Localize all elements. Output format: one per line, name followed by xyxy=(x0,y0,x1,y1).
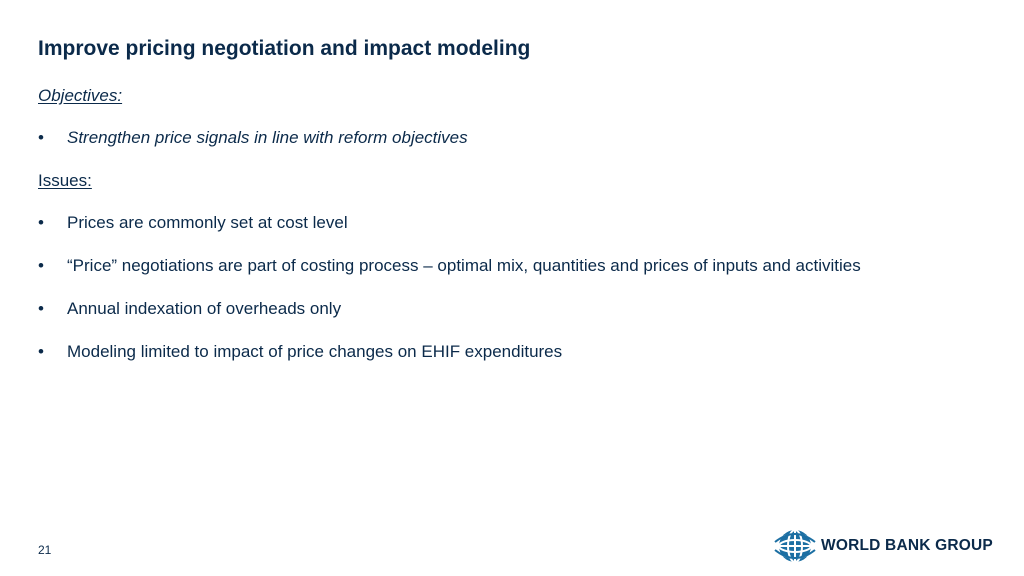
objectives-label: Objectives: xyxy=(38,86,123,105)
world-bank-logo: WORLD BANK GROUP xyxy=(774,528,993,564)
bullet-icon: • xyxy=(38,256,44,275)
issue-item: • “Price” negotiations are part of costi… xyxy=(38,256,861,276)
issue-text: Prices are commonly set at cost level xyxy=(67,213,348,232)
issue-item: • Annual indexation of overheads only xyxy=(38,299,341,319)
bullet-icon: • xyxy=(38,213,44,232)
issue-item: • Prices are commonly set at cost level xyxy=(38,213,348,233)
globe-icon xyxy=(774,529,816,563)
objective-item: • Strengthen price signals in line with … xyxy=(38,128,468,148)
bullet-icon: • xyxy=(38,342,44,361)
issue-text: Annual indexation of overheads only xyxy=(67,299,342,318)
logo-text: WORLD BANK GROUP xyxy=(821,537,993,554)
issue-text: “Price” negotiations are part of costing… xyxy=(67,256,861,275)
bullet-icon: • xyxy=(38,128,44,147)
issue-item: • Modeling limited to impact of price ch… xyxy=(38,342,562,362)
slide-title: Improve pricing negotiation and impact m… xyxy=(38,37,531,60)
issue-text: Modeling limited to impact of price chan… xyxy=(67,342,563,361)
objective-text: Strengthen price signals in line with re… xyxy=(67,128,468,147)
bullet-icon: • xyxy=(38,299,44,318)
issues-label: Issues: xyxy=(38,171,92,190)
page-number: 21 xyxy=(38,543,52,557)
